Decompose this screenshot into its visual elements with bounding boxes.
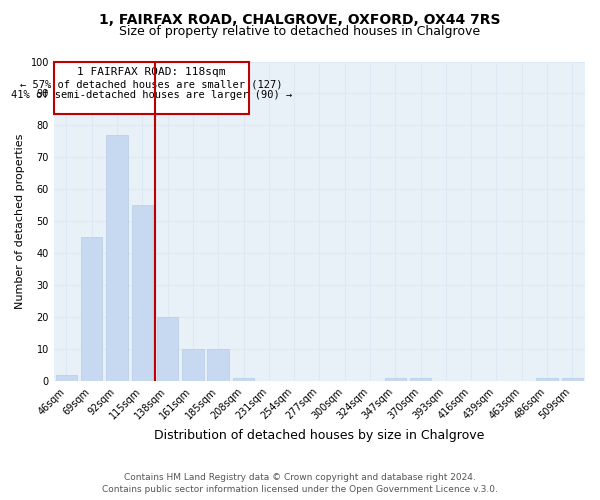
Text: 41% of semi-detached houses are larger (90) →: 41% of semi-detached houses are larger (… bbox=[11, 90, 292, 101]
Bar bbox=[536, 378, 558, 382]
Bar bbox=[385, 378, 406, 382]
Y-axis label: Number of detached properties: Number of detached properties bbox=[15, 134, 25, 309]
Text: 1 FAIRFAX ROAD: 118sqm: 1 FAIRFAX ROAD: 118sqm bbox=[77, 68, 226, 78]
Bar bbox=[131, 206, 153, 382]
FancyBboxPatch shape bbox=[54, 62, 248, 114]
Bar bbox=[157, 318, 178, 382]
Bar bbox=[562, 378, 583, 382]
Bar bbox=[106, 135, 128, 382]
Text: Size of property relative to detached houses in Chalgrove: Size of property relative to detached ho… bbox=[119, 25, 481, 38]
Bar bbox=[182, 350, 203, 382]
Bar bbox=[56, 375, 77, 382]
Text: ← 57% of detached houses are smaller (127): ← 57% of detached houses are smaller (12… bbox=[20, 79, 283, 89]
Text: 1, FAIRFAX ROAD, CHALGROVE, OXFORD, OX44 7RS: 1, FAIRFAX ROAD, CHALGROVE, OXFORD, OX44… bbox=[99, 12, 501, 26]
Bar bbox=[410, 378, 431, 382]
Bar bbox=[208, 350, 229, 382]
X-axis label: Distribution of detached houses by size in Chalgrove: Distribution of detached houses by size … bbox=[154, 430, 485, 442]
Bar bbox=[81, 238, 103, 382]
Bar bbox=[233, 378, 254, 382]
Text: Contains HM Land Registry data © Crown copyright and database right 2024.
Contai: Contains HM Land Registry data © Crown c… bbox=[102, 472, 498, 494]
